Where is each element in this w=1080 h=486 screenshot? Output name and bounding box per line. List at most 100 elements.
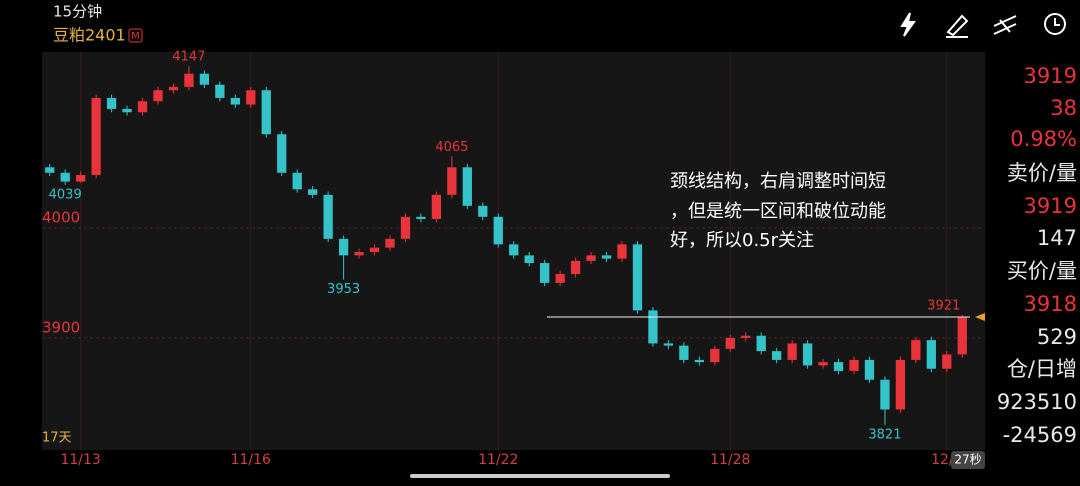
candle-body <box>524 255 534 264</box>
candle-body <box>895 359 906 410</box>
candle-body <box>369 247 380 253</box>
candle-body <box>416 216 426 220</box>
clock-icon[interactable] <box>1044 13 1066 35</box>
x-tick-label: 11/16 <box>231 452 271 468</box>
candle-body <box>509 244 519 256</box>
candle-body <box>76 174 86 182</box>
draw-icon[interactable] <box>946 14 969 38</box>
countdown: 27秒 <box>954 453 981 467</box>
candle-body <box>184 73 194 87</box>
clock-hand <box>1054 18 1060 26</box>
bar-span: 17天 <box>42 431 72 446</box>
candle-body <box>648 310 658 344</box>
extreme-label: 4039 <box>49 187 82 202</box>
badge-box <box>128 28 143 43</box>
candle-body <box>400 216 411 239</box>
candle-body <box>663 343 674 346</box>
candle-body <box>555 274 565 283</box>
candle-body <box>168 86 179 91</box>
candle-body <box>462 167 472 206</box>
annotation: 颈线结构，右肩调整时间短 ，但是统一区间和破位动能 好，所以0.5r关注 <box>670 171 886 251</box>
symbol[interactable]: 豆粕2401 <box>53 26 126 45</box>
candle-body <box>833 362 844 371</box>
extreme-label: 3821 <box>868 427 901 442</box>
candle-body <box>818 362 828 366</box>
annotation-line: 好，所以0.5r关注 <box>670 230 814 251</box>
candle-body <box>741 335 751 338</box>
candle-body <box>91 97 101 175</box>
toolbar <box>900 12 1066 38</box>
extreme-label: 3953 <box>327 282 360 297</box>
annotation-line: 颈线结构，右肩调整时间短 <box>670 171 886 192</box>
x-tick-label: 11/22 <box>478 452 518 468</box>
y-tick-label: 4000 <box>42 208 80 226</box>
bid-price: 3918 <box>1024 292 1077 316</box>
x-tick-label: 11/28 <box>710 452 750 468</box>
candle-body <box>911 340 921 360</box>
candle-body <box>338 238 349 256</box>
side-panel: 3919 38 0.98% 卖价/量 3919 147 买价/量 3918 52… <box>997 64 1077 447</box>
candle-body <box>926 340 936 369</box>
candle-body <box>354 252 364 256</box>
candle-body <box>60 172 70 182</box>
candle-body <box>447 167 457 195</box>
candle-body <box>957 317 967 355</box>
oi-change: -24569 <box>1003 423 1077 447</box>
candle-body <box>849 359 859 371</box>
candle-body <box>122 108 132 113</box>
lines-icon[interactable] <box>993 15 1017 35</box>
badge: M <box>131 31 140 42</box>
candle-body <box>864 359 875 380</box>
candle-body <box>756 335 766 352</box>
candle-body <box>45 167 55 173</box>
candle-body <box>323 194 333 239</box>
candle-body <box>617 244 627 259</box>
ask-volume: 147 <box>1037 226 1077 250</box>
candle-body <box>261 90 271 135</box>
candle-body <box>802 343 813 366</box>
candle-body <box>787 343 797 360</box>
candle-body <box>292 172 302 190</box>
chart: 11/13 11/16 11/22 11/28 12/03900400041474065… <box>42 50 985 468</box>
candle-body <box>277 134 287 173</box>
last-price: 3919 <box>1024 64 1077 88</box>
candle-body <box>710 348 720 363</box>
candle-body <box>694 359 704 363</box>
change-pct: 0.98% <box>1010 127 1077 151</box>
candle-body <box>230 97 240 105</box>
ask-label: 卖价/量 <box>1007 161 1077 185</box>
extreme-label: 3921 <box>927 298 960 313</box>
candle-body <box>493 216 503 245</box>
open-interest: 923510 <box>997 390 1077 414</box>
annotation-line: ，但是统一区间和破位动能 <box>670 201 886 222</box>
candle-body <box>586 255 596 261</box>
price-marker <box>975 313 985 321</box>
candle-body <box>632 244 643 311</box>
x-tick-label: 11/13 <box>60 452 100 468</box>
candle-body <box>601 255 612 259</box>
candle-body <box>478 205 488 217</box>
candle-body <box>880 379 890 410</box>
candle-body <box>199 73 210 85</box>
y-tick-label: 3900 <box>42 318 80 336</box>
bid-label: 买价/量 <box>1007 259 1077 283</box>
home-bar[interactable] <box>410 474 670 478</box>
candle-body <box>540 263 550 283</box>
extreme-label: 4147 <box>172 50 205 65</box>
candle-body <box>725 337 735 349</box>
candle-body <box>215 84 225 98</box>
candle-body <box>385 238 395 248</box>
period[interactable]: 15分钟 <box>53 3 102 21</box>
countdown-box <box>951 451 985 469</box>
candle-body <box>679 345 689 360</box>
candle-body <box>308 189 318 195</box>
flash-icon[interactable] <box>900 12 916 37</box>
change: 38 <box>1050 96 1077 120</box>
oi-label: 仓/日增 <box>1007 357 1077 381</box>
candle-body <box>137 101 148 113</box>
extreme-label: 4065 <box>435 140 468 155</box>
ask-price: 3919 <box>1024 194 1077 218</box>
candle-body <box>153 90 163 102</box>
candle-body <box>246 90 256 105</box>
